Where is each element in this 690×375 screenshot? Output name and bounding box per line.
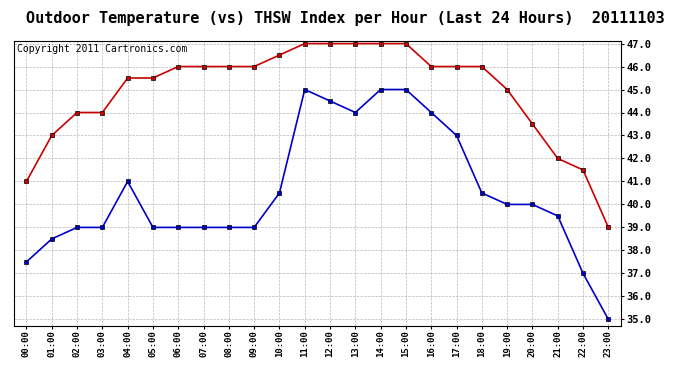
Text: Outdoor Temperature (vs) THSW Index per Hour (Last 24 Hours)  20111103: Outdoor Temperature (vs) THSW Index per … — [26, 11, 664, 26]
Text: Copyright 2011 Cartronics.com: Copyright 2011 Cartronics.com — [17, 44, 187, 54]
